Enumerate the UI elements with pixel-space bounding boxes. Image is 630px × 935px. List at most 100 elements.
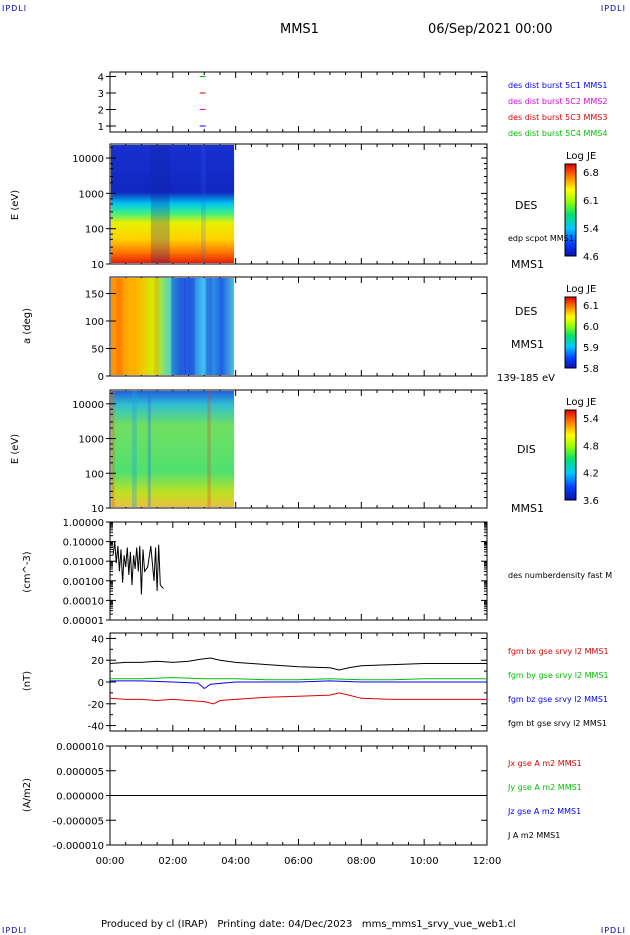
des-pitch-panel-stripe <box>171 278 183 375</box>
des-energy-panel-stripe <box>150 145 170 263</box>
time-axis-tick-label: 02:00 <box>158 856 187 867</box>
footer-produced: Produced by cl (IRAP) <box>101 919 208 930</box>
current-tick-label: 0.000005 <box>56 767 104 778</box>
dis-energy-tick-label: 1000 <box>79 435 104 446</box>
density-tick-label: 0.00100 <box>63 577 104 588</box>
des-pitch-tick-label: 50 <box>91 345 104 356</box>
dis-energy-axis-label: E (eV) <box>10 434 21 464</box>
footer-printing-date: Printing date: 04/Dec/2023 <box>217 919 353 930</box>
time-axis-tick-label: 06:00 <box>284 856 313 867</box>
current-series-name: J A m2 MMS1 <box>507 831 560 840</box>
density-series-name: des numberdensity fast M <box>508 571 612 580</box>
corner-mark-top-left: IPDLI <box>2 4 28 13</box>
des-pitch-panel-colorbar-tick: 6.1 <box>583 301 599 312</box>
dis-energy-panel-colorbar <box>564 409 577 501</box>
des-pitch-panel-colorbar <box>564 296 577 369</box>
des-pitch-panel-stripe <box>116 278 123 375</box>
des-energy-tick-label: 100 <box>85 225 104 236</box>
des-energy-panel-colorbar-tick: 6.1 <box>583 196 599 207</box>
density-tick-label: 0.10000 <box>63 538 104 549</box>
des-energy-panel-colorbar <box>564 163 577 257</box>
des-pitch-panel-colorbar-tick: 5.9 <box>583 343 599 354</box>
availability-tick-label: 2 <box>98 106 104 117</box>
dis-energy-panel-colorbar-tick: 3.6 <box>583 496 599 507</box>
magnetic-field-series-line <box>109 657 487 671</box>
corner-mark-bottom-left: IPDLI <box>2 926 28 935</box>
corner-mark-top-right: IPDLI <box>600 4 626 13</box>
dis-energy-tick-label: 10 <box>91 504 104 515</box>
availability-tick-label: 4 <box>98 73 104 84</box>
des-energy-label: DES <box>515 199 537 212</box>
dis-energy-instrument: MMS1 <box>511 502 544 515</box>
corner-mark-bottom-right: IPDLI <box>600 926 626 935</box>
des-energy-tick-label: 10 <box>91 260 104 271</box>
current-tick-label: -0.000010 <box>53 841 104 852</box>
dis-energy-tick-label: 100 <box>85 469 104 480</box>
availability-tick-label: 1 <box>98 122 104 133</box>
des-pitch-energy-range: 139-185 eV <box>497 373 555 384</box>
magnetic-field-series-line <box>109 692 487 705</box>
magnetic-field-tick-label: -20 <box>88 700 104 711</box>
density-tick-label: 1.00000 <box>63 518 104 529</box>
des-energy-panel-colorbar-tick: 4.6 <box>583 252 599 263</box>
magnetic-field-series-line <box>110 677 487 681</box>
magnetic-field-tick-label: 40 <box>91 634 104 645</box>
des-pitch-panel-stripe <box>128 278 134 375</box>
des-pitch-panel-stripe <box>188 278 195 375</box>
density-panel-frame <box>109 521 488 621</box>
dis-energy-panel-stripe <box>147 391 151 507</box>
des-pitch-label: DES <box>515 305 537 318</box>
dis-energy-tick-label: 10000 <box>72 400 104 411</box>
time-axis-tick-label: 12:00 <box>473 856 502 867</box>
density-axis-label: (cm^-3) <box>22 551 33 592</box>
des-pitch-panel-colorbar-tick: 6.0 <box>583 322 599 333</box>
current-axis-label: (A/m2) <box>22 778 33 812</box>
des-pitch-panel-stripe <box>153 278 159 375</box>
density-tick-label: 0.00010 <box>63 596 104 607</box>
current-series-name: Jy gse A m2 MMS1 <box>507 783 582 792</box>
availability-legend-entry: des dist burst 5C4 MMS4 <box>508 129 607 138</box>
des-pitch-panel-stripe <box>205 278 213 375</box>
current-tick-label: 0.000000 <box>56 792 104 803</box>
magnetic-field-axis-label: (nT) <box>22 671 33 691</box>
date-title: 06/Sep/2021 00:00 <box>428 22 553 37</box>
dis-energy-panel-colorbar-tick: 4.8 <box>583 441 599 452</box>
density-tick-label: 0.01000 <box>63 557 104 568</box>
dis-energy-label: DIS <box>517 443 536 456</box>
des-energy-panel-colorbar-tick: 6.8 <box>583 168 599 179</box>
magnetic-field-tick-label: -40 <box>88 722 104 733</box>
current-tick-label: -0.000005 <box>53 816 104 827</box>
time-axis-tick-label: 04:00 <box>221 856 250 867</box>
dis-energy-panel-colorbar-tick: 4.2 <box>583 469 599 480</box>
des-pitch-instrument: MMS1 <box>511 338 544 351</box>
magnetic-field-series-name: fgm bx gse srvy l2 MMS1 <box>508 647 609 656</box>
des-energy-panel-colorbar-title: Log JE <box>566 151 596 162</box>
dis-energy-panel-stripe <box>111 391 115 507</box>
dis-energy-panel-colorbar-tick: 5.4 <box>583 414 599 425</box>
des-pitch-axis-label: a (deg) <box>22 308 33 344</box>
des-energy-axis-label: E (eV) <box>10 190 21 220</box>
magnetic-field-series-name: fgm bz gse srvy l2 MMS1 <box>508 695 608 704</box>
current-series-name: Jz gse A m2 MMS1 <box>507 807 581 816</box>
magnetic-field-tick-label: 20 <box>91 656 104 667</box>
magnetic-field-series-name: fgm bt gse srvy l2 MMS1 <box>508 719 607 728</box>
footer-filename: mms_mms1_srvy_vue_web1.cl <box>361 919 516 930</box>
des-pitch-tick-label: 100 <box>85 317 104 328</box>
des-energy-panel-spectrogram <box>111 145 235 263</box>
dis-energy-panel-spectrogram <box>111 391 235 507</box>
time-axis-tick-label: 00:00 <box>96 856 125 867</box>
des-pitch-panel-colorbar-title: Log JE <box>566 284 596 295</box>
magnetic-field-series-name: fgm by gse srvy l2 MMS1 <box>508 671 609 680</box>
availability-panel-frame <box>109 71 488 133</box>
dis-energy-panel-stripe <box>131 391 137 507</box>
availability-legend-entry: des dist burst 5C1 MMS1 <box>508 81 607 90</box>
time-axis-tick-label: 08:00 <box>347 856 376 867</box>
des-energy-tick-label: 10000 <box>72 154 104 165</box>
current-tick-label: 0.000010 <box>56 742 104 753</box>
availability-legend-entry: des dist burst 5C3 MMS3 <box>508 113 607 122</box>
density-series-line <box>112 541 164 595</box>
des-pitch-tick-label: 150 <box>85 290 104 301</box>
time-axis-tick-label: 10:00 <box>410 856 439 867</box>
des-energy-sublabel: edp scpot MMS1 <box>508 234 574 243</box>
